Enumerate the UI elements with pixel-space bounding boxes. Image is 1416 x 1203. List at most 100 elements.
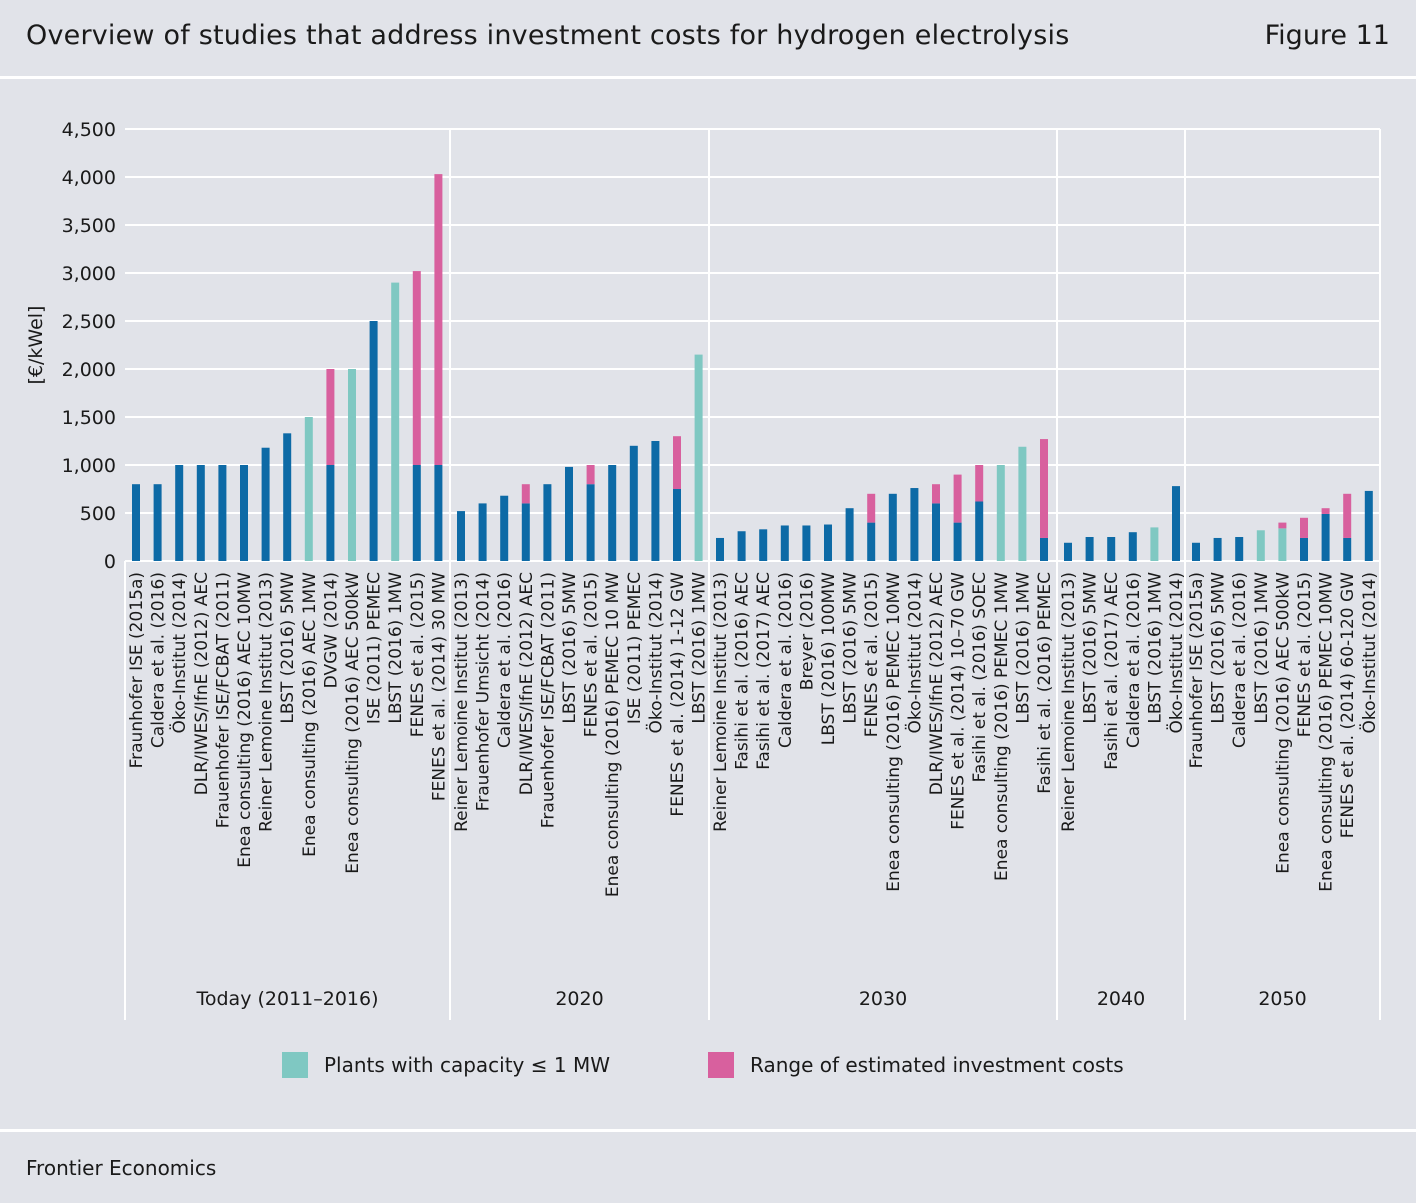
x-tick-label: ISE (2011) PEMEC: [625, 572, 645, 724]
x-tick-label: FENES et al. (2014) 60-120 GW: [1338, 572, 1358, 838]
y-tick-label: 500: [80, 503, 116, 525]
y-tick-label: 1,500: [62, 407, 116, 429]
range-bar: [412, 271, 421, 465]
bar: [716, 537, 724, 561]
bar: [175, 465, 184, 561]
x-tick-label: Fasihi et al. (2016) SOEC: [970, 572, 990, 782]
x-tick-label: LBST (2016) 5MW: [278, 572, 298, 724]
x-tick-label: LBST (2016) 1MW: [1145, 572, 1165, 724]
legend-swatch-pink: [708, 1052, 734, 1078]
x-tick-label: Enea consulting (2016) PEMEC 1MW: [992, 572, 1012, 881]
x-tick-label: Reiner Lemoine Institut (2013): [257, 572, 277, 832]
bar: [975, 501, 984, 561]
y-tick-label: 1,000: [62, 455, 116, 477]
x-tick-label: FENES et al. (2014) 1-12 GW: [668, 572, 688, 817]
x-tick-label: ISE (2011) PEMEC: [365, 572, 385, 724]
x-tick-label: Reiner Lemoine Institut (2013): [711, 572, 731, 832]
range-bar: [975, 465, 984, 502]
bar: [196, 465, 205, 561]
group-label: 2050: [1258, 988, 1306, 1010]
range-bar: [521, 484, 530, 504]
bar: [1364, 490, 1373, 561]
bar: [326, 465, 335, 561]
bar: [1321, 513, 1330, 561]
footer-divider: [0, 1129, 1416, 1132]
bar: [996, 465, 1005, 561]
x-tick-label: Fasihi et al. (2016) PEMEC: [1035, 572, 1055, 794]
bar: [478, 503, 487, 561]
bar: [369, 321, 378, 561]
x-tick-label: Öko-Institut (2014): [1358, 572, 1380, 734]
x-tick-label: Caldera et al. (2016): [776, 572, 796, 748]
bar: [1300, 537, 1308, 561]
bar: [1107, 537, 1116, 561]
x-tick-label: LBST (2016) 1MW: [1013, 572, 1033, 724]
bar-chart: 0 500 1,000 1,500 2,000 2,500 3,000 3,500 4,000 4…: [25, 119, 1381, 1020]
x-tick-label: Caldera et al. (2016): [495, 572, 515, 748]
x-tick-label: LBST (2016) 5MW: [1209, 572, 1229, 724]
x-tick-label: Enea consulting (2016) AEC 1MW: [300, 572, 320, 857]
x-tick-label: FENES et al. (2014) 30 MW: [429, 572, 449, 801]
y-tick-label: 3,500: [62, 215, 116, 237]
range-bar: [1040, 439, 1048, 538]
x-tick-label: DLR/IWES/IfnE (2012) AEC: [192, 572, 212, 795]
bar: [153, 484, 162, 561]
bar: [543, 484, 552, 561]
x-tick-label: FENES et al. (2015): [582, 572, 602, 737]
x-tick-label: DLR/IWES/IfnE (2012) AEC: [517, 572, 537, 795]
range-bar: [1300, 517, 1308, 538]
legend-item-small-plants: Plants with capacity ≤ 1 MW: [282, 1052, 610, 1078]
bar: [240, 465, 248, 561]
bar: [1085, 537, 1094, 561]
y-tick-label: 2,500: [62, 311, 116, 333]
x-tick-label: Fraunhofer ISE (2015a): [127, 572, 147, 768]
bar: [391, 282, 400, 561]
x-tick-label: Caldera et al. (2016): [1124, 572, 1144, 748]
x-tick-label: Fraunhofer ISE (2015a): [1187, 572, 1207, 768]
x-tick-label: Enea consulting (2016) PEMEC 10MW: [1317, 572, 1337, 892]
bar: [457, 511, 465, 561]
bar: [845, 508, 854, 561]
x-tick-label: FENES et al. (2015): [408, 572, 428, 737]
x-tick-label: Reiner Lemoine Institut (2013): [1059, 572, 1079, 832]
bar: [1150, 527, 1159, 561]
bar: [1235, 537, 1244, 561]
x-tick-label: Fasihi et al. (2017) AEC: [754, 572, 774, 770]
bar: [348, 369, 356, 561]
x-tick-label: Enea consulting (2016) AEC 500kW: [1273, 572, 1293, 874]
page-title: Overview of studies that address investm…: [26, 20, 1070, 51]
x-tick-label: Öko-Institut (2014): [903, 572, 925, 734]
bar: [1172, 486, 1180, 561]
range-bar: [1278, 522, 1287, 529]
x-tick-label: Öko-Institut (2014): [644, 572, 666, 734]
x-tick-label: Frauenhofer ISE/FCBAT (2011): [538, 572, 558, 828]
x-tick-label: Reiner Lemoine Institut (2013): [452, 572, 472, 832]
bar: [1128, 532, 1137, 561]
bar: [261, 447, 270, 561]
bar: [283, 433, 292, 561]
legend-label-small-plants: Plants with capacity ≤ 1 MW: [324, 1053, 610, 1077]
x-tick-label: LBST (2016) 1MW: [386, 572, 406, 724]
range-bar: [673, 436, 681, 489]
y-tick-label: 0: [104, 551, 116, 573]
bar: [1213, 537, 1222, 561]
bar: [434, 465, 443, 561]
bar: [953, 522, 962, 561]
x-tick-label: Fasihi et al. (2016) AEC: [733, 572, 753, 770]
x-tick-label: Frauenhofer ISE/FCBAT (2011): [213, 572, 233, 828]
range-bar: [867, 493, 876, 523]
x-tick-label: Öko-Institut (2014): [1165, 572, 1187, 734]
bar: [218, 465, 227, 561]
bar: [1343, 537, 1352, 561]
x-tick-label: Caldera et al. (2016): [149, 572, 169, 748]
x-tick-label: FENES et al. (2015): [1295, 572, 1315, 737]
y-tick-label: 4,500: [62, 119, 116, 141]
bar: [565, 466, 573, 561]
x-tick-label: DLR/IWES/IfnE (2012) AEC: [927, 572, 947, 795]
x-tick-label: FENES et al. (2015): [862, 572, 882, 737]
x-tick-label: DVGW (2014): [321, 572, 341, 688]
group-label: 2040: [1097, 988, 1145, 1010]
x-tick-label: Caldera et al. (2016): [1230, 572, 1250, 748]
range-bar: [434, 174, 443, 465]
x-tick-label: LBST (2016) 5MW: [841, 572, 861, 724]
